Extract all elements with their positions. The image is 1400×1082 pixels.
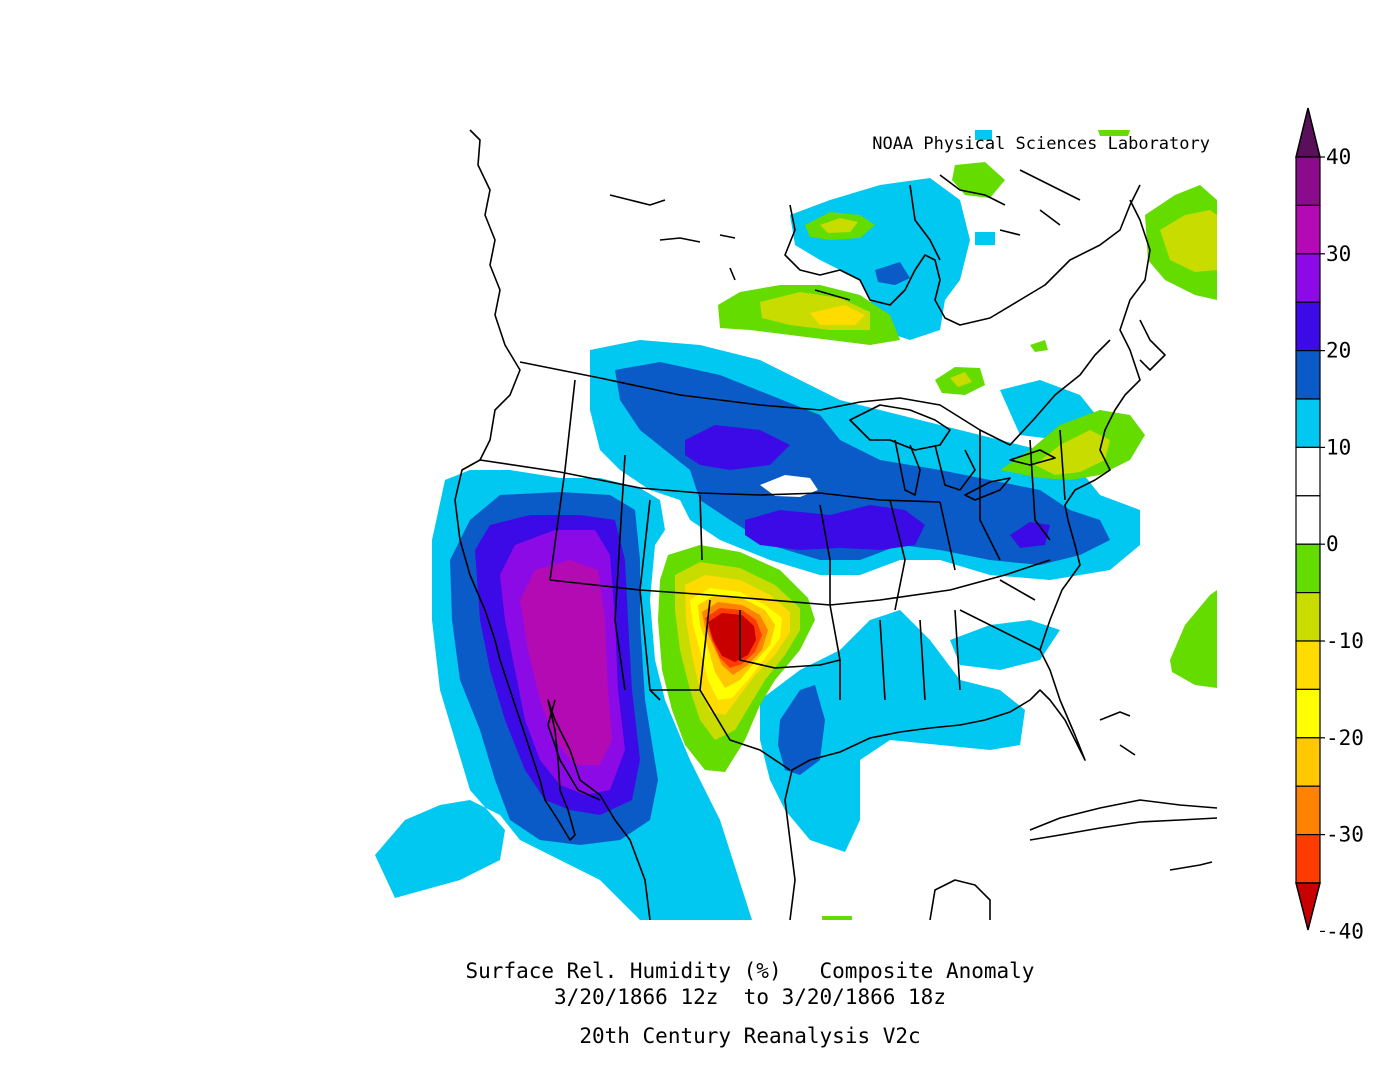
anomaly-shading-cyan-gulf <box>760 610 1025 852</box>
anomaly-shading-ygreen-labrador <box>1160 210 1217 272</box>
caption-line-2: 3/20/1866 12z to 3/20/1866 18z <box>554 985 946 1009</box>
colorbar-tick-label: 30 <box>1326 242 1351 266</box>
colorbar-swatch <box>1295 688 1321 739</box>
anomaly-shading-ygreen-quebec <box>950 372 972 387</box>
anomaly-shading-gold-ontario <box>810 305 865 325</box>
colorbar-tick-label: 10 <box>1326 435 1351 459</box>
anomaly-shading-green-atlantic <box>1170 590 1217 688</box>
gulf-coastline <box>784 649 1086 921</box>
anomaly-shading-purple-west <box>520 560 612 765</box>
colorbar-swatch <box>1295 785 1321 836</box>
anomaly-shading-indigo-east <box>1010 522 1050 548</box>
anomaly-shading-darkred-plains <box>708 613 756 662</box>
anomaly-shading-ygreen-newengland <box>1035 430 1110 475</box>
anomaly-shading-blue-gulf <box>778 685 825 775</box>
anomaly-shading-white-hole <box>760 475 818 497</box>
colorbar-tick-label: 20 <box>1326 339 1351 363</box>
colorbar-swatch <box>1295 301 1321 352</box>
anomaly-shading-cyan-patch-2 <box>975 130 992 140</box>
anomaly-shading-cyan-patch-1 <box>975 232 995 245</box>
colorbar-tick-label: -40 <box>1326 919 1364 943</box>
coastlines-and-borders <box>454 129 1218 921</box>
caption-line-3: 20th Century Reanalysis V2c <box>579 1024 920 1048</box>
colorbar-swatch <box>1295 737 1321 787</box>
great-lakes <box>849 404 1056 501</box>
anomaly-shading-blue-canada <box>875 262 910 285</box>
credit-text: NOAA Physical Sciences Laboratory <box>872 134 1210 154</box>
colorbar-tick-label: 40 <box>1326 145 1351 169</box>
mexico-coastline <box>547 699 601 801</box>
us-canada-border <box>519 339 1111 446</box>
colorbar-legend: 40 30 20 10 0 -10 -20 -30 -40 <box>1295 107 1364 943</box>
colorbar-swatch <box>1295 398 1321 449</box>
anomaly-shading-green-top <box>1098 130 1130 136</box>
colorbar-swatch <box>1295 543 1321 594</box>
colorbar-swatch <box>1295 833 1321 884</box>
anomaly-shading-indigo-north-2 <box>745 505 925 550</box>
anomaly-shading-cyan-southeast <box>950 620 1060 670</box>
anomaly-shading-green-small <box>1030 340 1048 352</box>
caption-line-1: Surface Rel. Humidity (%) Composite Anom… <box>466 959 1035 983</box>
canadian-coastline <box>784 169 1166 371</box>
anomaly-shading-indigo-north-1 <box>685 425 790 470</box>
colorbar-tick-label: 0 <box>1326 532 1339 556</box>
colorbar-swatch <box>1295 253 1321 303</box>
colorbar-swatch <box>1295 495 1321 545</box>
colorbar-swatch <box>1295 640 1321 691</box>
colorbar-swatch <box>1295 446 1321 497</box>
central-america-coastline <box>929 879 991 921</box>
colorbar-swatch <box>1295 204 1321 255</box>
anomaly-shading-green-north <box>952 162 1005 198</box>
colorbar-arrow-top <box>1295 107 1321 158</box>
map-plot-area <box>375 128 1218 921</box>
pacific-coastline <box>454 129 651 921</box>
cuba-coastline <box>1029 711 1218 871</box>
anomaly-shading-blue-north <box>615 362 1110 565</box>
state-boundaries <box>479 379 1066 771</box>
anomaly-shading-ygreen-hudson <box>820 218 858 233</box>
anomaly-shading-green-bottom <box>822 916 852 920</box>
colorbar-tick-label: -20 <box>1326 726 1364 750</box>
colorbar-arrow-bottom <box>1295 882 1321 931</box>
arctic-islands <box>609 194 1061 301</box>
colorbar-swatch <box>1295 156 1321 207</box>
colorbar-tick-label: -30 <box>1326 823 1364 847</box>
colorbar-swatch <box>1295 350 1321 400</box>
atlantic-coastline <box>1039 199 1151 651</box>
colorbar-swatch <box>1295 591 1321 642</box>
colorbar-tick-label: -10 <box>1326 629 1364 653</box>
